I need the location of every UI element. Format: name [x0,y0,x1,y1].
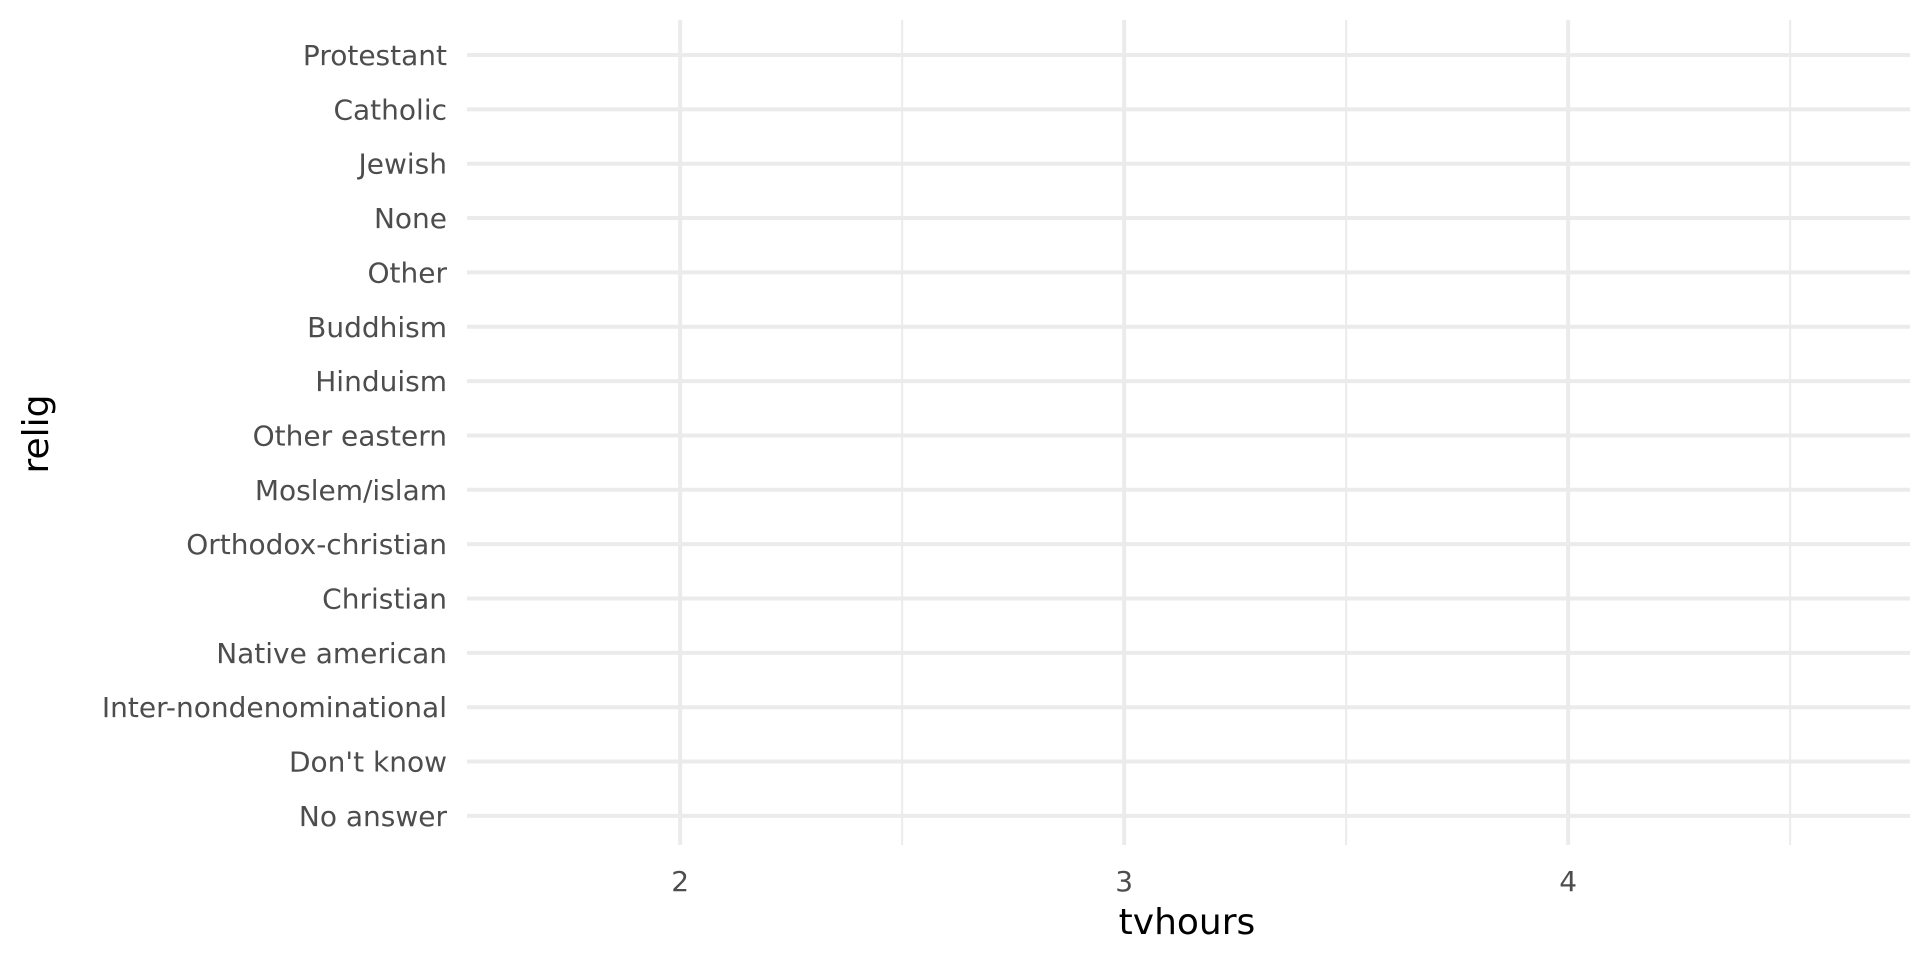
x-tick-label: 2 [671,865,689,898]
x-tick-label: 4 [1559,865,1577,898]
y-tick-labels: Protestant Catholic Jewish None Other Buddhis… [102,39,448,833]
y-tick-label: None [374,202,447,235]
y-tick-label: Catholic [333,93,447,126]
y-tick-label: Inter-nondenominational [102,691,447,724]
y-tick-label: Other [367,256,447,289]
y-tick-label: Don't know [289,746,447,779]
y-tick-label: Christian [322,583,447,616]
grid-layer [467,20,1910,845]
y-tick-label: Other eastern [253,419,447,452]
y-tick-label: Moslem/islam [255,474,447,507]
x-axis-title: tvhours [1119,902,1256,943]
y-tick-label: Hinduism [315,365,447,398]
y-tick-label: Orthodox-christian [186,528,447,561]
x-tick-labels: 2 3 4 [671,865,1577,898]
y-axis-title: relig [16,394,57,473]
y-tick-label: Native american [216,637,447,670]
y-tick-label: Protestant [303,39,447,72]
y-tick-label: No answer [299,800,448,833]
y-tick-label: Buddhism [307,311,447,344]
x-tick-label: 3 [1115,865,1133,898]
y-tick-label: Jewish [357,148,448,181]
